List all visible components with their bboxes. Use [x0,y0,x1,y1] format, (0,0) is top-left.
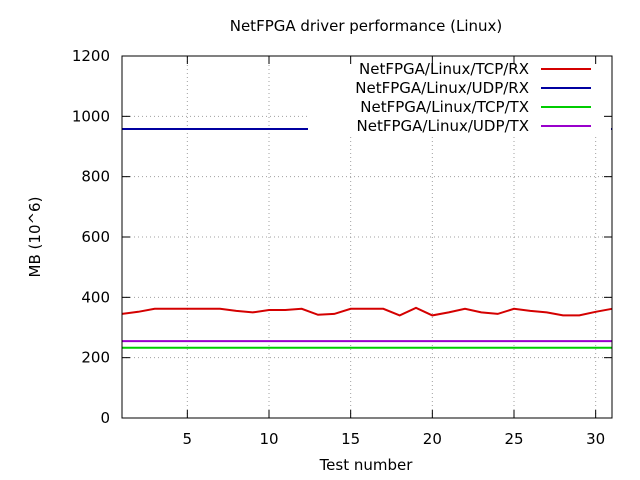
y-tick-label: 1200 [72,47,110,65]
y-tick-label: 0 [100,409,110,427]
legend-entry-label: NetFPGA/Linux/UDP/RX [355,79,529,97]
y-axis-label: MB (10^6) [26,197,44,278]
y-tick-label: 800 [81,168,110,186]
axis-ticks: 0 200 400 600 800 1000 1200 5 10 15 20 25 30 [72,47,612,448]
x-tick-label: 5 [183,430,193,448]
series-lines [121,128,613,349]
legend-entry-label: NetFPGA/Linux/UDP/TX [357,117,529,135]
y-tick-label: 1000 [72,107,110,125]
x-tick-label: 10 [259,430,278,448]
x-axis-label: Test number [319,456,414,474]
x-tick-label: 25 [504,430,523,448]
legend-entry-label: NetFPGA/Linux/TCP/TX [360,98,529,116]
legend: NetFPGA/Linux/TCP/RXNetFPGA/Linux/UDP/RX… [308,57,611,135]
legend-entry-label: NetFPGA/Linux/TCP/RX [359,60,529,78]
x-tick-label: 30 [586,430,605,448]
chart-title: NetFPGA driver performance (Linux) [230,17,503,35]
series-line-1 [121,306,613,317]
y-tick-label: 600 [81,228,110,246]
grid [122,56,612,418]
x-tick-label: 15 [341,430,360,448]
x-tick-label: 20 [423,430,442,448]
y-tick-label: 400 [81,288,110,306]
y-tick-label: 200 [81,349,110,367]
